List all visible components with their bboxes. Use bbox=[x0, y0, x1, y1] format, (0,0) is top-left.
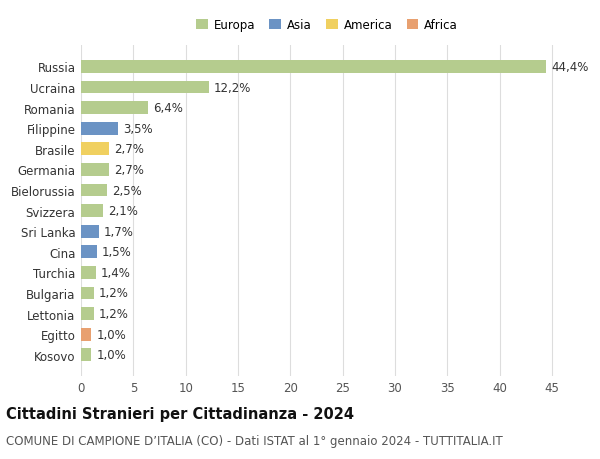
Text: 1,4%: 1,4% bbox=[101, 266, 131, 279]
Bar bbox=[81, 349, 91, 361]
Bar bbox=[81, 328, 91, 341]
Bar bbox=[81, 184, 107, 197]
Text: 1,7%: 1,7% bbox=[104, 225, 134, 238]
Bar bbox=[81, 61, 546, 73]
Bar bbox=[81, 246, 97, 258]
Text: 2,7%: 2,7% bbox=[115, 143, 145, 156]
Text: 6,4%: 6,4% bbox=[153, 102, 183, 115]
Bar bbox=[81, 143, 109, 156]
Legend: Europa, Asia, America, Africa: Europa, Asia, America, Africa bbox=[191, 14, 463, 37]
Text: 1,2%: 1,2% bbox=[99, 287, 128, 300]
Bar bbox=[81, 225, 99, 238]
Text: 1,2%: 1,2% bbox=[99, 308, 128, 320]
Text: 44,4%: 44,4% bbox=[551, 61, 589, 74]
Text: 2,5%: 2,5% bbox=[112, 184, 142, 197]
Text: 2,1%: 2,1% bbox=[108, 205, 138, 218]
Text: Cittadini Stranieri per Cittadinanza - 2024: Cittadini Stranieri per Cittadinanza - 2… bbox=[6, 406, 354, 421]
Text: 3,5%: 3,5% bbox=[123, 123, 152, 135]
Bar bbox=[81, 164, 109, 176]
Text: 12,2%: 12,2% bbox=[214, 81, 251, 95]
Bar bbox=[81, 266, 95, 279]
Text: 1,5%: 1,5% bbox=[102, 246, 131, 259]
Bar bbox=[81, 102, 148, 115]
Text: 2,7%: 2,7% bbox=[115, 163, 145, 177]
Text: COMUNE DI CAMPIONE D’ITALIA (CO) - Dati ISTAT al 1° gennaio 2024 - TUTTITALIA.IT: COMUNE DI CAMPIONE D’ITALIA (CO) - Dati … bbox=[6, 434, 503, 447]
Bar bbox=[81, 81, 209, 94]
Bar bbox=[81, 205, 103, 218]
Bar bbox=[81, 123, 118, 135]
Text: 1,0%: 1,0% bbox=[97, 328, 127, 341]
Text: 1,0%: 1,0% bbox=[97, 348, 127, 362]
Bar bbox=[81, 308, 94, 320]
Bar bbox=[81, 287, 94, 300]
